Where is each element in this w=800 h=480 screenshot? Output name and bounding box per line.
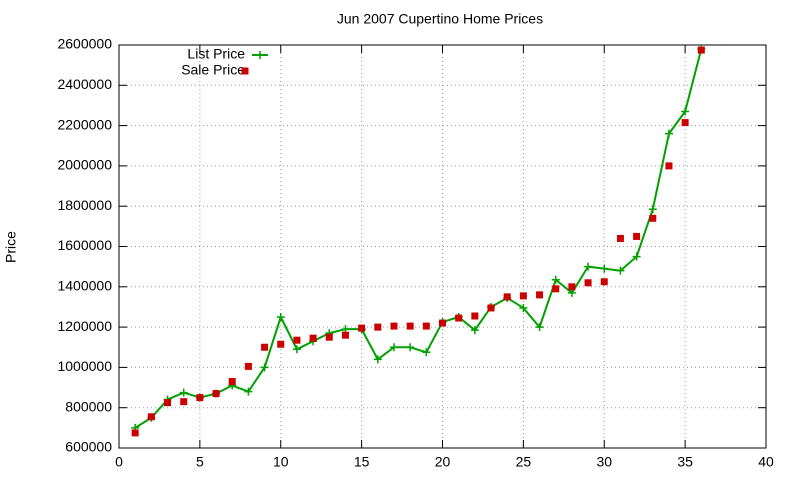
point-marker (358, 324, 366, 332)
point-marker (552, 285, 560, 293)
x-tick-label: 35 (677, 454, 693, 470)
x-tick-label: 15 (354, 454, 370, 470)
point-marker (519, 303, 528, 312)
x-tick-label: 30 (596, 454, 612, 470)
point-marker (665, 162, 673, 170)
point-marker (131, 429, 139, 437)
point-marker (406, 322, 414, 330)
point-marker (439, 319, 446, 327)
point-marker (471, 312, 479, 320)
legend-label: List Price (187, 46, 245, 62)
plot-frame (118, 44, 767, 449)
point-marker (390, 322, 398, 330)
y-tick-label: 2600000 (57, 36, 112, 52)
point-marker (373, 355, 382, 364)
point-marker (455, 314, 463, 322)
point-marker (664, 129, 673, 138)
x-tick-label: 20 (435, 454, 451, 470)
point-marker (616, 234, 624, 242)
point-marker (648, 205, 657, 214)
point-marker (470, 326, 479, 335)
point-marker (228, 378, 236, 386)
point-marker (244, 387, 253, 396)
point-marker (292, 345, 301, 354)
point-marker (277, 340, 285, 348)
point-marker (649, 214, 657, 222)
point-marker (179, 388, 188, 397)
series-line (134, 48, 703, 429)
y-tick-label: 2400000 (57, 76, 112, 92)
point-marker (632, 252, 641, 261)
y-tick-label: 600000 (65, 439, 112, 455)
point-marker (600, 264, 609, 273)
y-tick-label: 1000000 (57, 358, 112, 374)
point-marker (147, 413, 155, 421)
point-marker (180, 398, 188, 406)
point-marker (551, 275, 560, 284)
point-marker (584, 279, 592, 287)
y-axis-label: Price (3, 231, 19, 263)
x-tick-label: 25 (516, 454, 532, 470)
point-marker (568, 283, 576, 291)
x-tick-label: 5 (196, 454, 204, 470)
y-tick-label: 1600000 (57, 237, 112, 253)
legend-marker (256, 51, 264, 59)
point-marker (584, 262, 593, 271)
legend-marker (241, 67, 249, 75)
point-marker (325, 333, 333, 341)
point-marker (244, 362, 252, 370)
point-marker (261, 343, 269, 351)
point-marker (293, 336, 301, 344)
point-marker (309, 334, 317, 342)
point-marker (422, 322, 430, 330)
point-marker (535, 323, 544, 332)
point-marker (503, 293, 511, 301)
y-tick-label: 800000 (65, 398, 112, 414)
x-tick-label: 0 (115, 454, 123, 470)
point-marker (389, 343, 398, 352)
x-tick-label: 40 (758, 454, 774, 470)
chart-title: Jun 2007 Cupertino Home Prices (337, 11, 543, 27)
point-marker (519, 292, 527, 300)
point-marker (406, 343, 415, 352)
point-marker (600, 278, 608, 286)
point-marker (341, 331, 349, 339)
y-tick-label: 1800000 (57, 197, 112, 213)
y-tick-label: 2000000 (57, 157, 112, 173)
point-marker (681, 107, 690, 116)
point-marker (276, 313, 285, 322)
y-tick-label: 1400000 (57, 278, 112, 294)
point-marker (487, 304, 495, 312)
y-tick-label: 2200000 (57, 116, 112, 132)
point-marker (697, 46, 705, 54)
y-tick-label: 1200000 (57, 318, 112, 334)
point-marker (374, 323, 382, 331)
point-marker (681, 119, 689, 127)
point-marker (212, 390, 220, 398)
point-marker (196, 394, 204, 402)
x-tick-label: 10 (273, 454, 289, 470)
legend-label: Sale Price (181, 62, 245, 78)
point-marker (633, 232, 641, 240)
point-marker (422, 348, 431, 357)
point-marker (616, 266, 625, 275)
point-marker (164, 399, 172, 407)
point-marker (260, 363, 269, 372)
point-marker (536, 291, 544, 299)
